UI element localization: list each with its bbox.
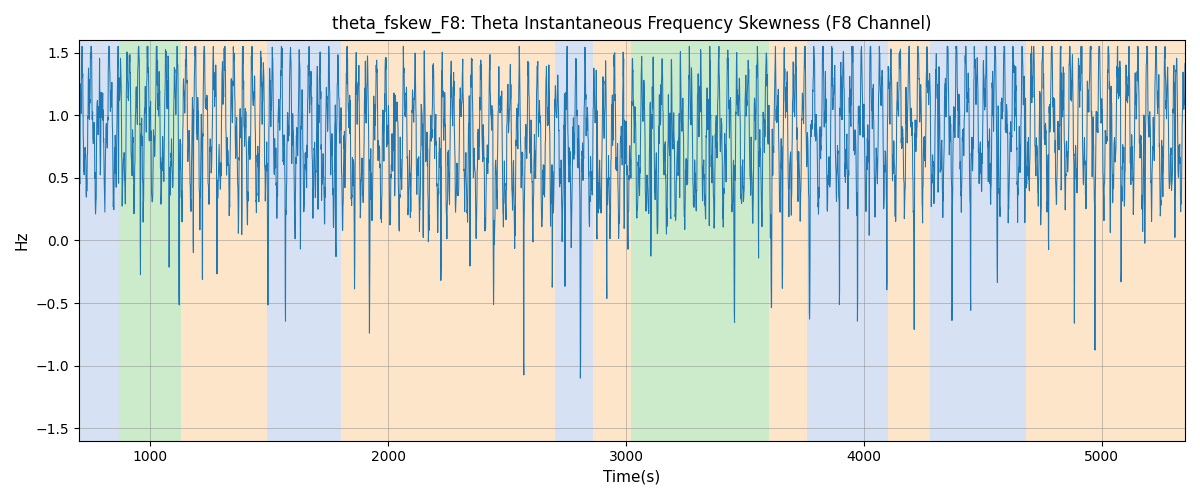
Bar <box>888 40 930 440</box>
Y-axis label: Hz: Hz <box>14 230 30 250</box>
Bar <box>1026 40 1186 440</box>
Bar <box>593 40 631 440</box>
Bar <box>769 40 806 440</box>
Bar <box>341 40 554 440</box>
Bar <box>119 40 181 440</box>
X-axis label: Time(s): Time(s) <box>604 470 660 485</box>
Bar <box>79 40 119 440</box>
Bar <box>930 40 1026 440</box>
Bar <box>554 40 593 440</box>
Bar <box>631 40 769 440</box>
Bar <box>266 40 341 440</box>
Bar <box>806 40 888 440</box>
Bar <box>181 40 266 440</box>
Title: theta_fskew_F8: Theta Instantaneous Frequency Skewness (F8 Channel): theta_fskew_F8: Theta Instantaneous Freq… <box>332 15 931 34</box>
